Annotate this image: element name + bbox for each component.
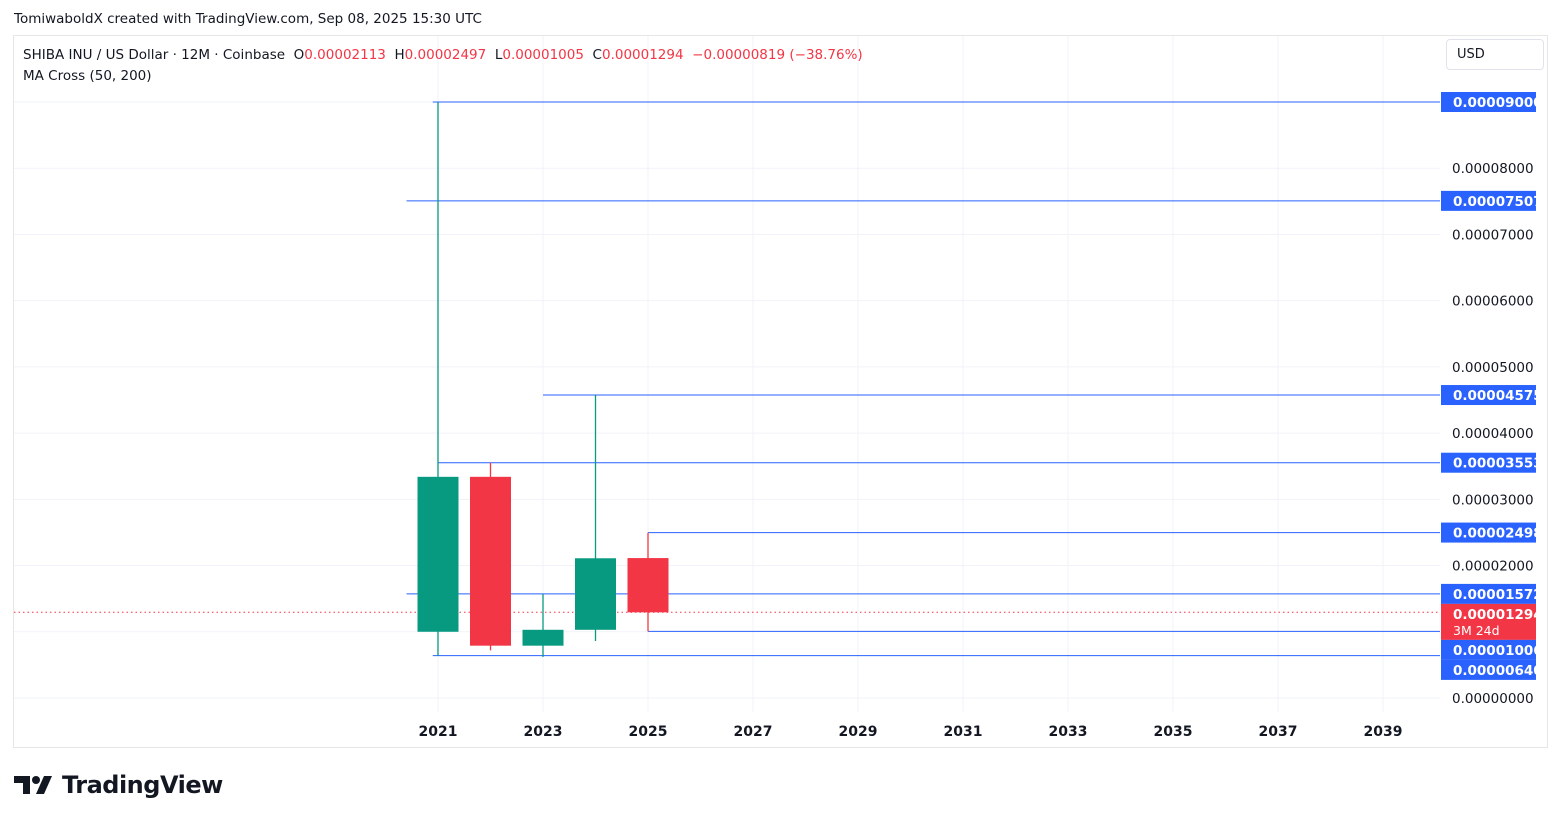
high-value: 0.00002497	[404, 47, 487, 63]
price-line-value: 0.00003553	[1453, 456, 1543, 472]
open-label: O	[293, 47, 305, 63]
currency-button[interactable]: USD	[1446, 39, 1544, 70]
price-line-label	[1441, 639, 1536, 660]
chart-frame	[13, 35, 1548, 748]
y-tick-label: 0.00000000	[1452, 691, 1534, 707]
high-label: H	[394, 47, 405, 63]
y-tick-label: 0.00007000	[1452, 227, 1534, 243]
tradingview-logo[interactable]: TradingView	[14, 771, 223, 799]
price-line-label	[1441, 452, 1536, 473]
logo-text: TradingView	[62, 771, 223, 799]
y-tick-label: 0.00002000	[1452, 559, 1534, 575]
price-line-label	[1441, 190, 1536, 211]
last-price-value: 0.00001294	[1453, 607, 1543, 623]
candle-body	[470, 476, 511, 646]
chart-credit: TomiwaboldX created with TradingView.com…	[14, 11, 482, 27]
price-line-value: 0.00002498	[1453, 526, 1543, 542]
x-tick-label: 2021	[419, 724, 458, 740]
price-line-label	[1441, 385, 1536, 406]
indicator-label[interactable]: MA Cross (50, 200)	[23, 68, 152, 84]
price-line-value: 0.00001006	[1453, 643, 1543, 659]
price-line-label	[1441, 92, 1536, 112]
close-label: C	[592, 47, 602, 63]
price-line-value: 0.00009000	[1453, 95, 1543, 111]
low-label: L	[494, 47, 503, 63]
open-value: 0.00002113	[304, 47, 386, 63]
y-tick-label: 0.00003000	[1452, 492, 1534, 508]
candle-body	[522, 629, 564, 646]
y-tick-label: 0.00004000	[1452, 426, 1534, 442]
x-tick-label: 2029	[839, 724, 878, 740]
x-tick-label: 2037	[1259, 724, 1298, 740]
price-line-label	[1441, 659, 1536, 680]
candle-body	[575, 558, 616, 630]
x-tick-label: 2031	[944, 724, 983, 740]
price-line-label	[1441, 583, 1536, 604]
x-tick-label: 2033	[1049, 724, 1088, 740]
x-tick-label: 2035	[1154, 724, 1193, 740]
tradingview-logo-icon	[14, 776, 52, 794]
price-line-label	[1441, 522, 1536, 543]
x-tick-label: 2023	[524, 724, 563, 740]
y-tick-label: 0.00006000	[1452, 294, 1534, 310]
candle-body	[417, 476, 459, 632]
price-line-value: 0.00000640	[1453, 663, 1543, 679]
change-value: −0.00000819 (−38.76%)	[692, 47, 863, 63]
close-value: 0.00001294	[601, 47, 684, 63]
x-tick-label: 2027	[734, 724, 773, 740]
price-line-value: 0.00007507	[1453, 194, 1543, 210]
price-line-value: 0.00004575	[1453, 388, 1543, 404]
last-price-label	[1441, 603, 1536, 640]
x-tick-label: 2025	[629, 724, 668, 740]
candle-body	[627, 558, 669, 613]
low-value: 0.00001005	[502, 47, 584, 63]
symbol-title[interactable]: SHIBA INU / US Dollar · 12M · Coinbase	[23, 47, 286, 63]
x-tick-label: 2039	[1364, 724, 1403, 740]
price-line-value: 0.00001572	[1453, 587, 1543, 603]
y-tick-label: 0.00005000	[1452, 360, 1534, 376]
bar-countdown: 3M 24d	[1453, 623, 1500, 638]
y-tick-label: 0.00008000	[1452, 161, 1534, 177]
candlestick-chart[interactable]: 2021 2023 2025 2027 2029 2031 2033 2035 2037 2039…	[0, 0, 1561, 760]
chart-legend: SHIBA INU / US Dollar · 12M · Coinbase O…	[23, 45, 863, 87]
